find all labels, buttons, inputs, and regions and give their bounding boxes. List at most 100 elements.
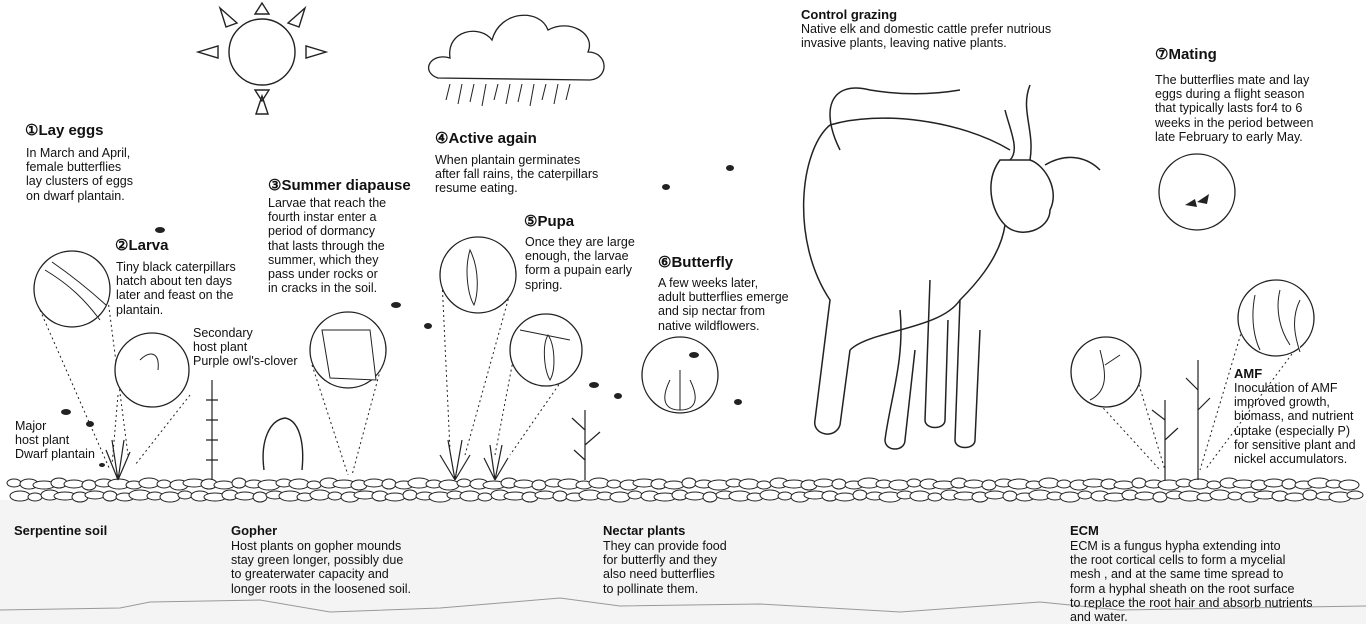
pebble (252, 491, 268, 503)
pebble (1206, 480, 1222, 490)
pebble (606, 479, 622, 489)
pebble (6, 478, 22, 488)
pebble (513, 479, 535, 489)
pebble (663, 480, 685, 490)
lay-eggs-text: In March and April, female butterflies l… (26, 146, 133, 203)
pebble (1077, 490, 1093, 500)
pebble (438, 479, 460, 491)
pebble (81, 479, 97, 491)
pebble (906, 478, 922, 488)
plants (105, 360, 1211, 481)
larva-text: Tiny black caterpillars hatch about ten … (116, 260, 236, 317)
butterfly-text: A few weeks later, adult butterflies eme… (658, 276, 789, 333)
pebble (609, 491, 631, 503)
pebble (1056, 479, 1072, 489)
pebble (552, 490, 568, 502)
pebble (177, 490, 193, 500)
pebble (834, 492, 856, 502)
pebble (852, 489, 868, 501)
mating-heading: ⑦Mating (1155, 46, 1217, 63)
pebble (102, 490, 118, 502)
pebble (1281, 478, 1297, 490)
pebble (1346, 490, 1364, 500)
pebble (963, 479, 985, 489)
pebble (813, 478, 835, 488)
nectar-plants-text: They can provide food for butterfly and … (603, 539, 727, 596)
pebble (588, 477, 610, 489)
pebble (1227, 491, 1243, 501)
pebble (777, 491, 793, 501)
pebble (381, 478, 397, 490)
pebble (1263, 478, 1285, 488)
active-again-heading: ④Active again (435, 130, 537, 147)
pebble (1113, 480, 1135, 490)
pebble (927, 492, 943, 502)
pebble (684, 491, 706, 501)
pebble (402, 489, 418, 501)
secondary-host-label: Secondary host plant Purple owl's-clover (193, 326, 298, 369)
pebble (909, 490, 931, 502)
butterfly-heading: ⑥Butterfly (658, 254, 734, 271)
pebble (759, 489, 781, 501)
pebble (1059, 491, 1081, 503)
pebble (1131, 477, 1147, 489)
pebble (231, 477, 247, 489)
pebble (627, 490, 643, 500)
gopher-text: Host plants on gopher mounds stay green … (231, 539, 411, 596)
pupa-text: Once they are large enough, the larvae f… (525, 235, 635, 292)
ecm-heading: ECM (1070, 523, 1099, 538)
pebble (1338, 479, 1360, 491)
amf-text: Inoculation of AMF improved growth, biom… (1234, 381, 1356, 467)
pebble (363, 478, 385, 488)
larva-heading: ②Larva (115, 237, 169, 254)
pebble (456, 478, 472, 488)
summer-diapause-text: Larvae that reach the fourth instar ente… (268, 196, 387, 296)
pebble (159, 491, 181, 503)
pebble (1152, 491, 1168, 503)
cow-illustration (802, 84, 1101, 450)
pebble (984, 490, 1006, 500)
pebble (288, 478, 310, 490)
pebble (1002, 490, 1018, 502)
soil-layer (0, 500, 1366, 624)
pebble (63, 479, 85, 489)
control-grazing-heading: Control grazing (801, 7, 898, 22)
pebble (384, 492, 406, 502)
nectar-plants-heading: Nectar plants (603, 523, 686, 538)
rain-cloud-icon (427, 14, 605, 107)
pebble (738, 478, 760, 490)
pebble (681, 477, 697, 489)
pebble (213, 480, 235, 490)
pebble (534, 490, 556, 500)
pebble (84, 490, 106, 500)
butterfly-icons (61, 165, 1209, 467)
pebble (981, 479, 997, 491)
pebble (27, 492, 43, 502)
pebble (831, 478, 847, 490)
amf-heading: AMF (1234, 366, 1263, 381)
pupa-heading: ⑤Pupa (524, 213, 575, 230)
pebble (234, 491, 256, 501)
control-grazing-text: Native elk and domestic cattle prefer nu… (801, 22, 1052, 51)
gopher-heading: Gopher (231, 523, 278, 538)
pebble (138, 477, 160, 489)
pebble (531, 479, 547, 491)
pebble (459, 490, 481, 502)
pebble (702, 491, 718, 503)
pebble-row (6, 477, 1364, 503)
pebble (156, 479, 172, 489)
summer-diapause-heading: ③Summer diapause (268, 177, 411, 194)
pebble (1038, 477, 1060, 489)
sun-icon (195, 1, 329, 115)
active-again-text: When plantain germinates after fall rain… (435, 153, 599, 196)
major-host-label: Major host plant Dwarf plantain (15, 419, 95, 462)
serpentine-soil-label: Serpentine soil (14, 523, 108, 538)
pebble (888, 479, 910, 491)
lay-eggs-heading: ①Lay eggs (25, 122, 104, 139)
pebble (9, 490, 31, 502)
magnifier-circles (33, 153, 1315, 476)
pebble (1134, 491, 1156, 501)
pebble (756, 480, 772, 490)
pebble (1302, 489, 1318, 501)
